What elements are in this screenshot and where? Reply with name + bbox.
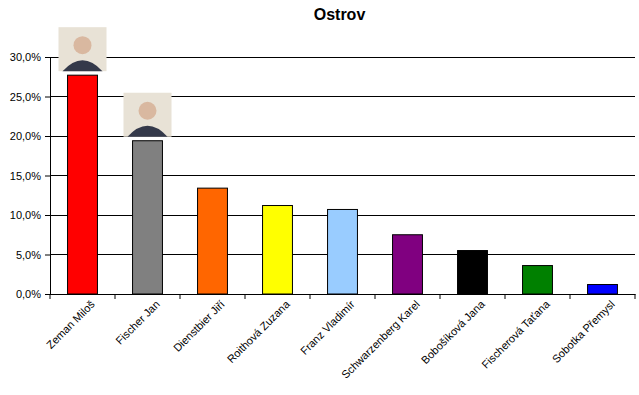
x-tick-label: Zeman Miloš	[44, 298, 97, 351]
photo-body	[63, 60, 103, 71]
x-axis: Zeman Miloš Fischer JanDienstbier JiříRoi…	[44, 294, 636, 381]
x-tick: Zeman Miloš	[44, 294, 97, 351]
bar	[523, 266, 553, 294]
bar	[263, 206, 293, 294]
x-tick: Fischer Jan	[113, 294, 162, 347]
x-separator	[180, 294, 181, 299]
bar	[588, 285, 618, 294]
x-tick-label: Bobošíková Jana	[419, 297, 488, 366]
photo-frame	[59, 27, 107, 71]
bar	[328, 209, 358, 294]
y-tick-mark	[45, 176, 50, 177]
bar	[68, 75, 98, 294]
grid-line	[50, 57, 635, 58]
y-tick-label: 25,0%	[10, 91, 41, 103]
bars	[68, 75, 618, 294]
bar	[133, 141, 163, 294]
y-tick-mark	[45, 97, 50, 98]
y-tick-label: 20,0%	[10, 130, 41, 142]
x-separator	[375, 294, 376, 299]
bar	[198, 188, 228, 294]
x-tick: Roithová Zuzana	[225, 294, 293, 365]
photo-frame	[124, 93, 172, 137]
x-tick-label: Sobotka Přemysl	[550, 298, 617, 365]
y-tick-label: 5,0%	[16, 249, 41, 261]
x-tick: Fischerová Taťana	[479, 294, 552, 371]
chart: 0,0% 5,0% 10,0% 15,0% 20,0% 25,0% 30,0% Zeman M…	[0, 0, 639, 395]
x-tick-label: Schwarzenberg Karel	[339, 298, 422, 381]
x-separator	[635, 294, 636, 299]
y-tick-mark	[45, 57, 50, 58]
photo	[59, 27, 107, 71]
y-tick-mark	[45, 136, 50, 137]
x-separator	[50, 294, 51, 299]
x-tick-label: Fischerová Taťana	[479, 297, 552, 370]
x-tick-label: Dienstbier Jiří	[171, 298, 227, 354]
x-separator	[245, 294, 246, 299]
y-tick-label: 30,0%	[10, 51, 41, 63]
x-tick: Sobotka Přemysl	[550, 294, 617, 365]
x-separator	[505, 294, 506, 299]
x-tick: Schwarzenberg Karel	[339, 294, 422, 381]
y-tick-label: 0,0%	[16, 288, 41, 300]
photo-body	[128, 126, 168, 137]
bar	[458, 251, 488, 294]
x-tick: Dienstbier Jiří	[171, 294, 227, 354]
y-tick: 30,0%	[10, 51, 50, 63]
x-tick-label: Franz Vladimír	[298, 298, 357, 357]
x-tick-label: Fischer Jan	[113, 298, 162, 347]
y-axis-line	[45, 58, 51, 295]
y-tick: 10,0%	[10, 209, 50, 221]
y-tick-label: 10,0%	[10, 209, 41, 221]
x-tick: Franz Vladimír	[298, 294, 357, 357]
plot: 0,0% 5,0% 10,0% 15,0% 20,0% 25,0% 30,0% Zeman M…	[10, 27, 636, 381]
grid	[50, 57, 635, 294]
x-separator	[115, 294, 116, 299]
x-separator	[310, 294, 311, 299]
y-tick-mark	[45, 294, 50, 295]
x-tick: Bobošíková Jana	[419, 294, 488, 366]
y-tick: 5,0%	[16, 249, 50, 261]
y-axis: 0,0% 5,0% 10,0% 15,0% 20,0% 25,0% 30,0%	[10, 51, 51, 300]
photo-head	[74, 36, 92, 54]
y-tick-label: 15,0%	[10, 170, 41, 182]
x-axis-line	[51, 294, 636, 295]
y-tick: 20,0%	[10, 130, 50, 142]
bar	[393, 235, 423, 294]
x-tick-label: Roithová Zuzana	[225, 297, 293, 365]
title: Ostrov	[314, 6, 366, 23]
photo	[124, 93, 172, 137]
y-tick-mark	[45, 255, 50, 256]
y-tick: 15,0%	[10, 170, 50, 182]
x-separator	[440, 294, 441, 299]
y-tick: 25,0%	[10, 91, 50, 103]
x-separator	[570, 294, 571, 299]
photo-head	[139, 102, 157, 120]
y-tick: 0,0%	[16, 288, 50, 300]
y-tick-mark	[45, 215, 50, 216]
x-separators	[50, 294, 635, 299]
